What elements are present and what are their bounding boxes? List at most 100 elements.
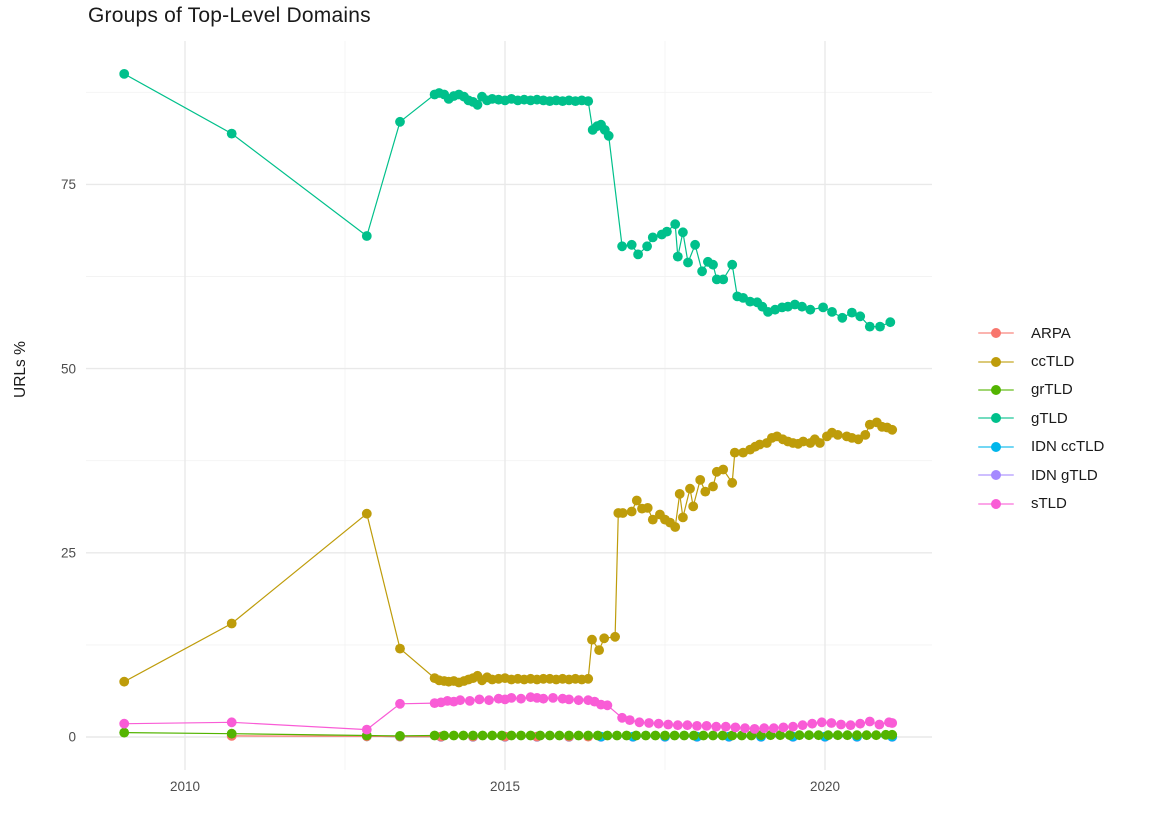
- series-point-cctld: [594, 645, 604, 655]
- series-point-stld: [855, 718, 866, 729]
- series-point-gtld: [697, 266, 707, 277]
- series-point-stld: [692, 721, 702, 731]
- series-point-cctld: [642, 503, 653, 513]
- series-point-stld: [455, 695, 466, 706]
- series-point-gtld: [633, 249, 643, 260]
- series-point-stld: [874, 719, 885, 730]
- series-point-cctld: [361, 508, 372, 519]
- series-point-stld: [624, 715, 635, 725]
- series-point-grtld: [669, 730, 680, 741]
- chart-title: Groups of Top-Level Domains: [88, 4, 371, 27]
- series-point-cctld: [708, 481, 718, 492]
- series-point-cctld: [226, 618, 237, 629]
- series-point-gtld: [662, 226, 672, 237]
- series-point-grtld: [592, 730, 603, 741]
- legend-label: ARPA: [1031, 324, 1071, 342]
- legend-key-dot: [991, 356, 1001, 367]
- series-point-gtld: [745, 296, 755, 307]
- series-point-grtld: [448, 730, 459, 741]
- legend-label: ccTLD: [1031, 353, 1075, 371]
- series-point-grtld: [698, 730, 709, 741]
- x-tick-label: 2020: [810, 779, 840, 794]
- series-point-cctld: [887, 424, 898, 435]
- legend-key-icon: [978, 441, 1014, 453]
- series-point-grtld: [871, 730, 882, 741]
- series-point-cctld: [688, 501, 699, 512]
- legend-label: grTLD: [1031, 381, 1073, 399]
- series-point-stld: [506, 693, 517, 703]
- series-point-grtld: [468, 730, 478, 741]
- series-line-gtld: [123, 73, 891, 328]
- series-point-grtld: [612, 730, 622, 741]
- series-point-stld: [845, 720, 856, 731]
- series-point-stld: [778, 722, 789, 733]
- series-point-stld: [740, 723, 750, 734]
- series-point-grtld: [842, 730, 853, 741]
- series-point-gtld: [626, 239, 637, 250]
- series-point-stld: [749, 724, 760, 734]
- legend-key-dot: [991, 498, 1001, 509]
- series-point-cctld: [583, 673, 594, 684]
- y-tick-label: 50: [61, 361, 76, 376]
- series-point-grtld: [535, 730, 546, 741]
- series-point-gtld: [690, 239, 700, 250]
- series-point-stld: [759, 723, 770, 734]
- series-point-grtld: [736, 730, 747, 741]
- series-point-stld: [564, 694, 574, 705]
- series-point-grtld: [621, 730, 632, 741]
- series-point-stld: [226, 717, 237, 728]
- series-point-stld: [573, 695, 584, 706]
- series-point-gtld: [885, 317, 896, 328]
- series-point-stld: [361, 724, 372, 735]
- series-point-grtld: [573, 730, 584, 741]
- series-point-gtld: [617, 241, 627, 252]
- series-point-grtld: [813, 730, 824, 741]
- series-point-gtld: [818, 302, 828, 313]
- series-point-gtld: [583, 96, 594, 106]
- series-point-gtld: [855, 311, 866, 322]
- series-point-cctld: [700, 486, 711, 497]
- series-point-stld: [653, 718, 664, 729]
- series-point-grtld: [631, 730, 642, 741]
- series-point-stld: [602, 700, 613, 711]
- series-point-stld: [836, 719, 846, 730]
- series-point-grtld: [119, 727, 130, 738]
- series-point-gtld: [672, 251, 683, 262]
- series-point-cctld: [617, 508, 628, 518]
- y-tick-label: 25: [61, 546, 76, 561]
- series-point-grtld: [708, 730, 718, 741]
- legend-label: sTLD: [1031, 495, 1067, 513]
- series-point-stld: [644, 718, 654, 728]
- series-point-cctld: [647, 514, 658, 525]
- legend: ARPA ccTLD grTLD gTLD IDN ccTLD IDN gTLD sTLD: [978, 319, 1104, 518]
- series-point-grtld: [804, 730, 814, 741]
- series-point-stld: [701, 721, 712, 731]
- series-point-cctld: [119, 676, 130, 687]
- series-point-stld: [516, 693, 526, 704]
- series-point-stld: [672, 720, 683, 731]
- series-point-gtld: [875, 321, 885, 332]
- series-point-gtld: [683, 257, 693, 268]
- series-point-stld: [864, 716, 875, 727]
- series-point-stld: [887, 718, 898, 728]
- legend-key-icon: [978, 469, 1014, 481]
- series-point-cctld: [670, 522, 681, 532]
- series-point-grtld: [717, 730, 728, 741]
- legend-label: IDN ccTLD: [1031, 438, 1105, 456]
- series-point-stld: [663, 719, 674, 730]
- series-point-grtld: [458, 730, 469, 741]
- series-point-grtld: [226, 728, 237, 739]
- series-point-stld: [816, 717, 827, 728]
- series-point-grtld: [852, 730, 862, 741]
- series-point-cctld: [727, 477, 738, 488]
- series-point-stld: [395, 698, 405, 709]
- series-point-stld: [788, 721, 798, 732]
- series-point-grtld: [775, 730, 786, 741]
- y-tick-label: 0: [68, 730, 76, 745]
- series-point-cctld: [860, 430, 871, 440]
- legend-item-gtld: gTLD: [978, 404, 1104, 432]
- series-point-stld: [682, 720, 693, 731]
- series-point-grtld: [487, 730, 498, 741]
- series-point-stld: [634, 717, 645, 728]
